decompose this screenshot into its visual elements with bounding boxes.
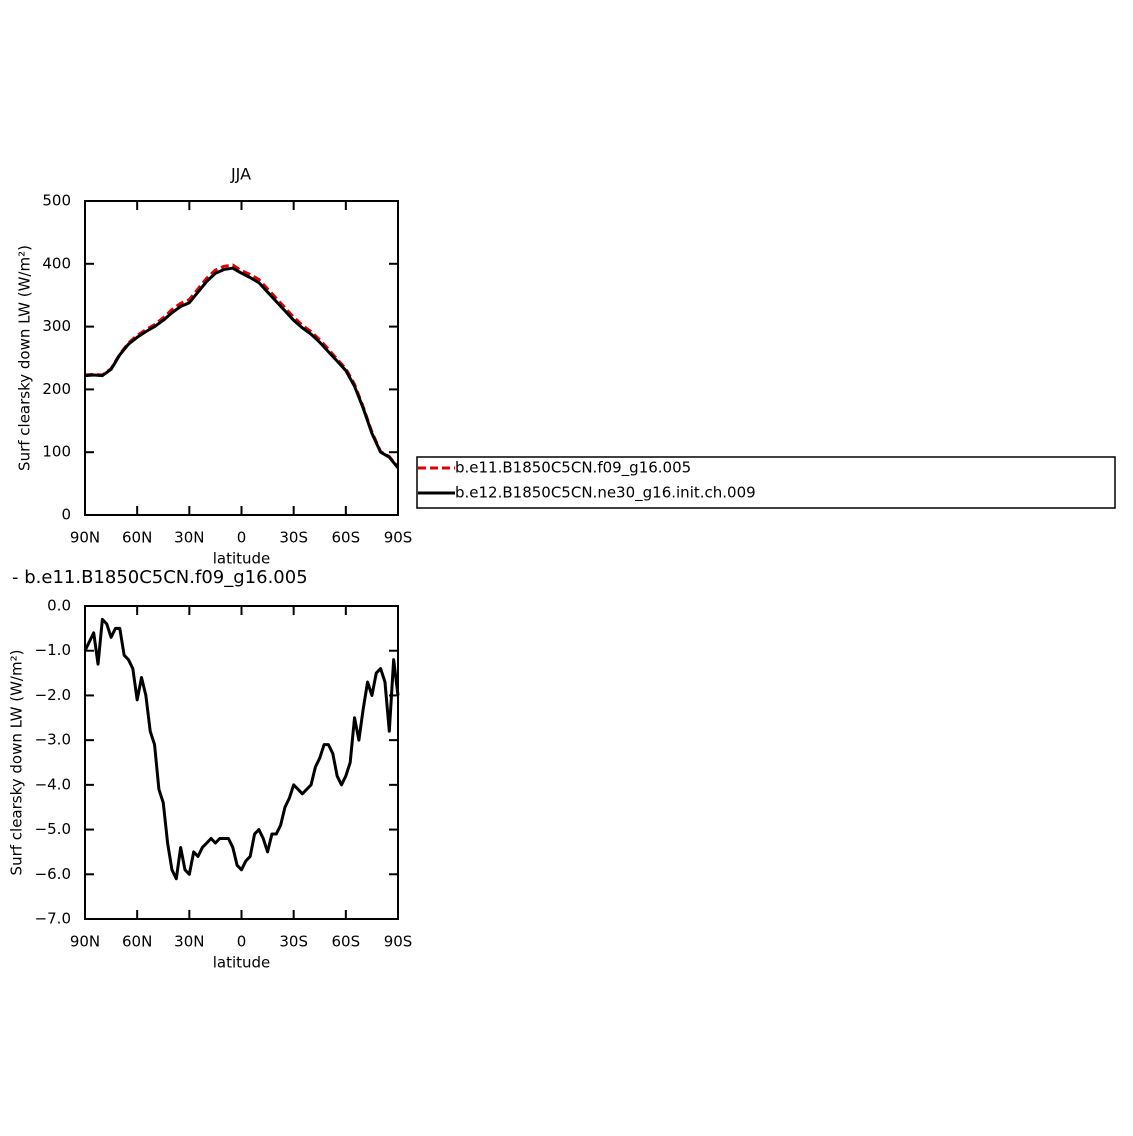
chart-title: JJA	[230, 165, 251, 184]
x-axis-label: latitude	[213, 550, 271, 568]
y-tick-label: −7.0	[35, 910, 71, 928]
x-tick-label: 60S	[332, 933, 361, 951]
legend-label: b.e11.B1850C5CN.f09_g16.005	[455, 459, 691, 478]
data-line	[84, 266, 400, 469]
x-tick-label: 90N	[70, 529, 100, 547]
y-tick-label: 100	[42, 443, 71, 461]
plot-frame	[84, 605, 399, 920]
y-tick-label: −2.0	[35, 686, 71, 704]
y-tick-label: −3.0	[35, 731, 71, 749]
y-tick-label: −6.0	[35, 865, 71, 883]
y-tick-label: 0.0	[47, 597, 71, 615]
x-tick-label: 90N	[70, 933, 100, 951]
x-tick-label: 30S	[279, 933, 308, 951]
y-tick-label: 400	[42, 254, 71, 272]
x-tick-label: 60S	[332, 529, 361, 547]
x-tick-label: 90S	[384, 933, 413, 951]
y-tick-label: −1.0	[35, 641, 71, 659]
y-tick-label: −5.0	[35, 820, 71, 838]
y-axis-label: Surf clearsky down LW (W/m²)	[16, 245, 34, 471]
x-tick-label: 0	[237, 933, 247, 951]
x-tick-label: 60N	[122, 933, 152, 951]
x-tick-label: 30N	[174, 529, 204, 547]
y-tick-label: 200	[42, 380, 71, 398]
x-tick-label: 30S	[279, 529, 308, 547]
y-tick-label: −4.0	[35, 775, 71, 793]
y-tick-label: 500	[42, 192, 71, 210]
legend-label: b.e12.B1850C5CN.ne30_g16.init.ch.009	[455, 484, 756, 503]
data-line	[83, 617, 400, 881]
x-axis-label: latitude	[213, 954, 271, 972]
y-tick-label: 300	[42, 317, 71, 335]
x-tick-label: 60N	[122, 529, 152, 547]
legend-box	[416, 456, 1116, 509]
chart-title: - b.e11.B1850C5CN.f09_g16.005	[12, 567, 308, 588]
y-axis-label: Surf clearsky down LW (W/m²)	[8, 650, 26, 876]
data-line	[84, 263, 400, 469]
x-tick-label: 90S	[384, 529, 413, 547]
y-tick-label: 0	[61, 506, 71, 524]
x-tick-label: 30N	[174, 933, 204, 951]
plot-frame	[84, 200, 399, 516]
x-tick-label: 0	[237, 529, 247, 547]
